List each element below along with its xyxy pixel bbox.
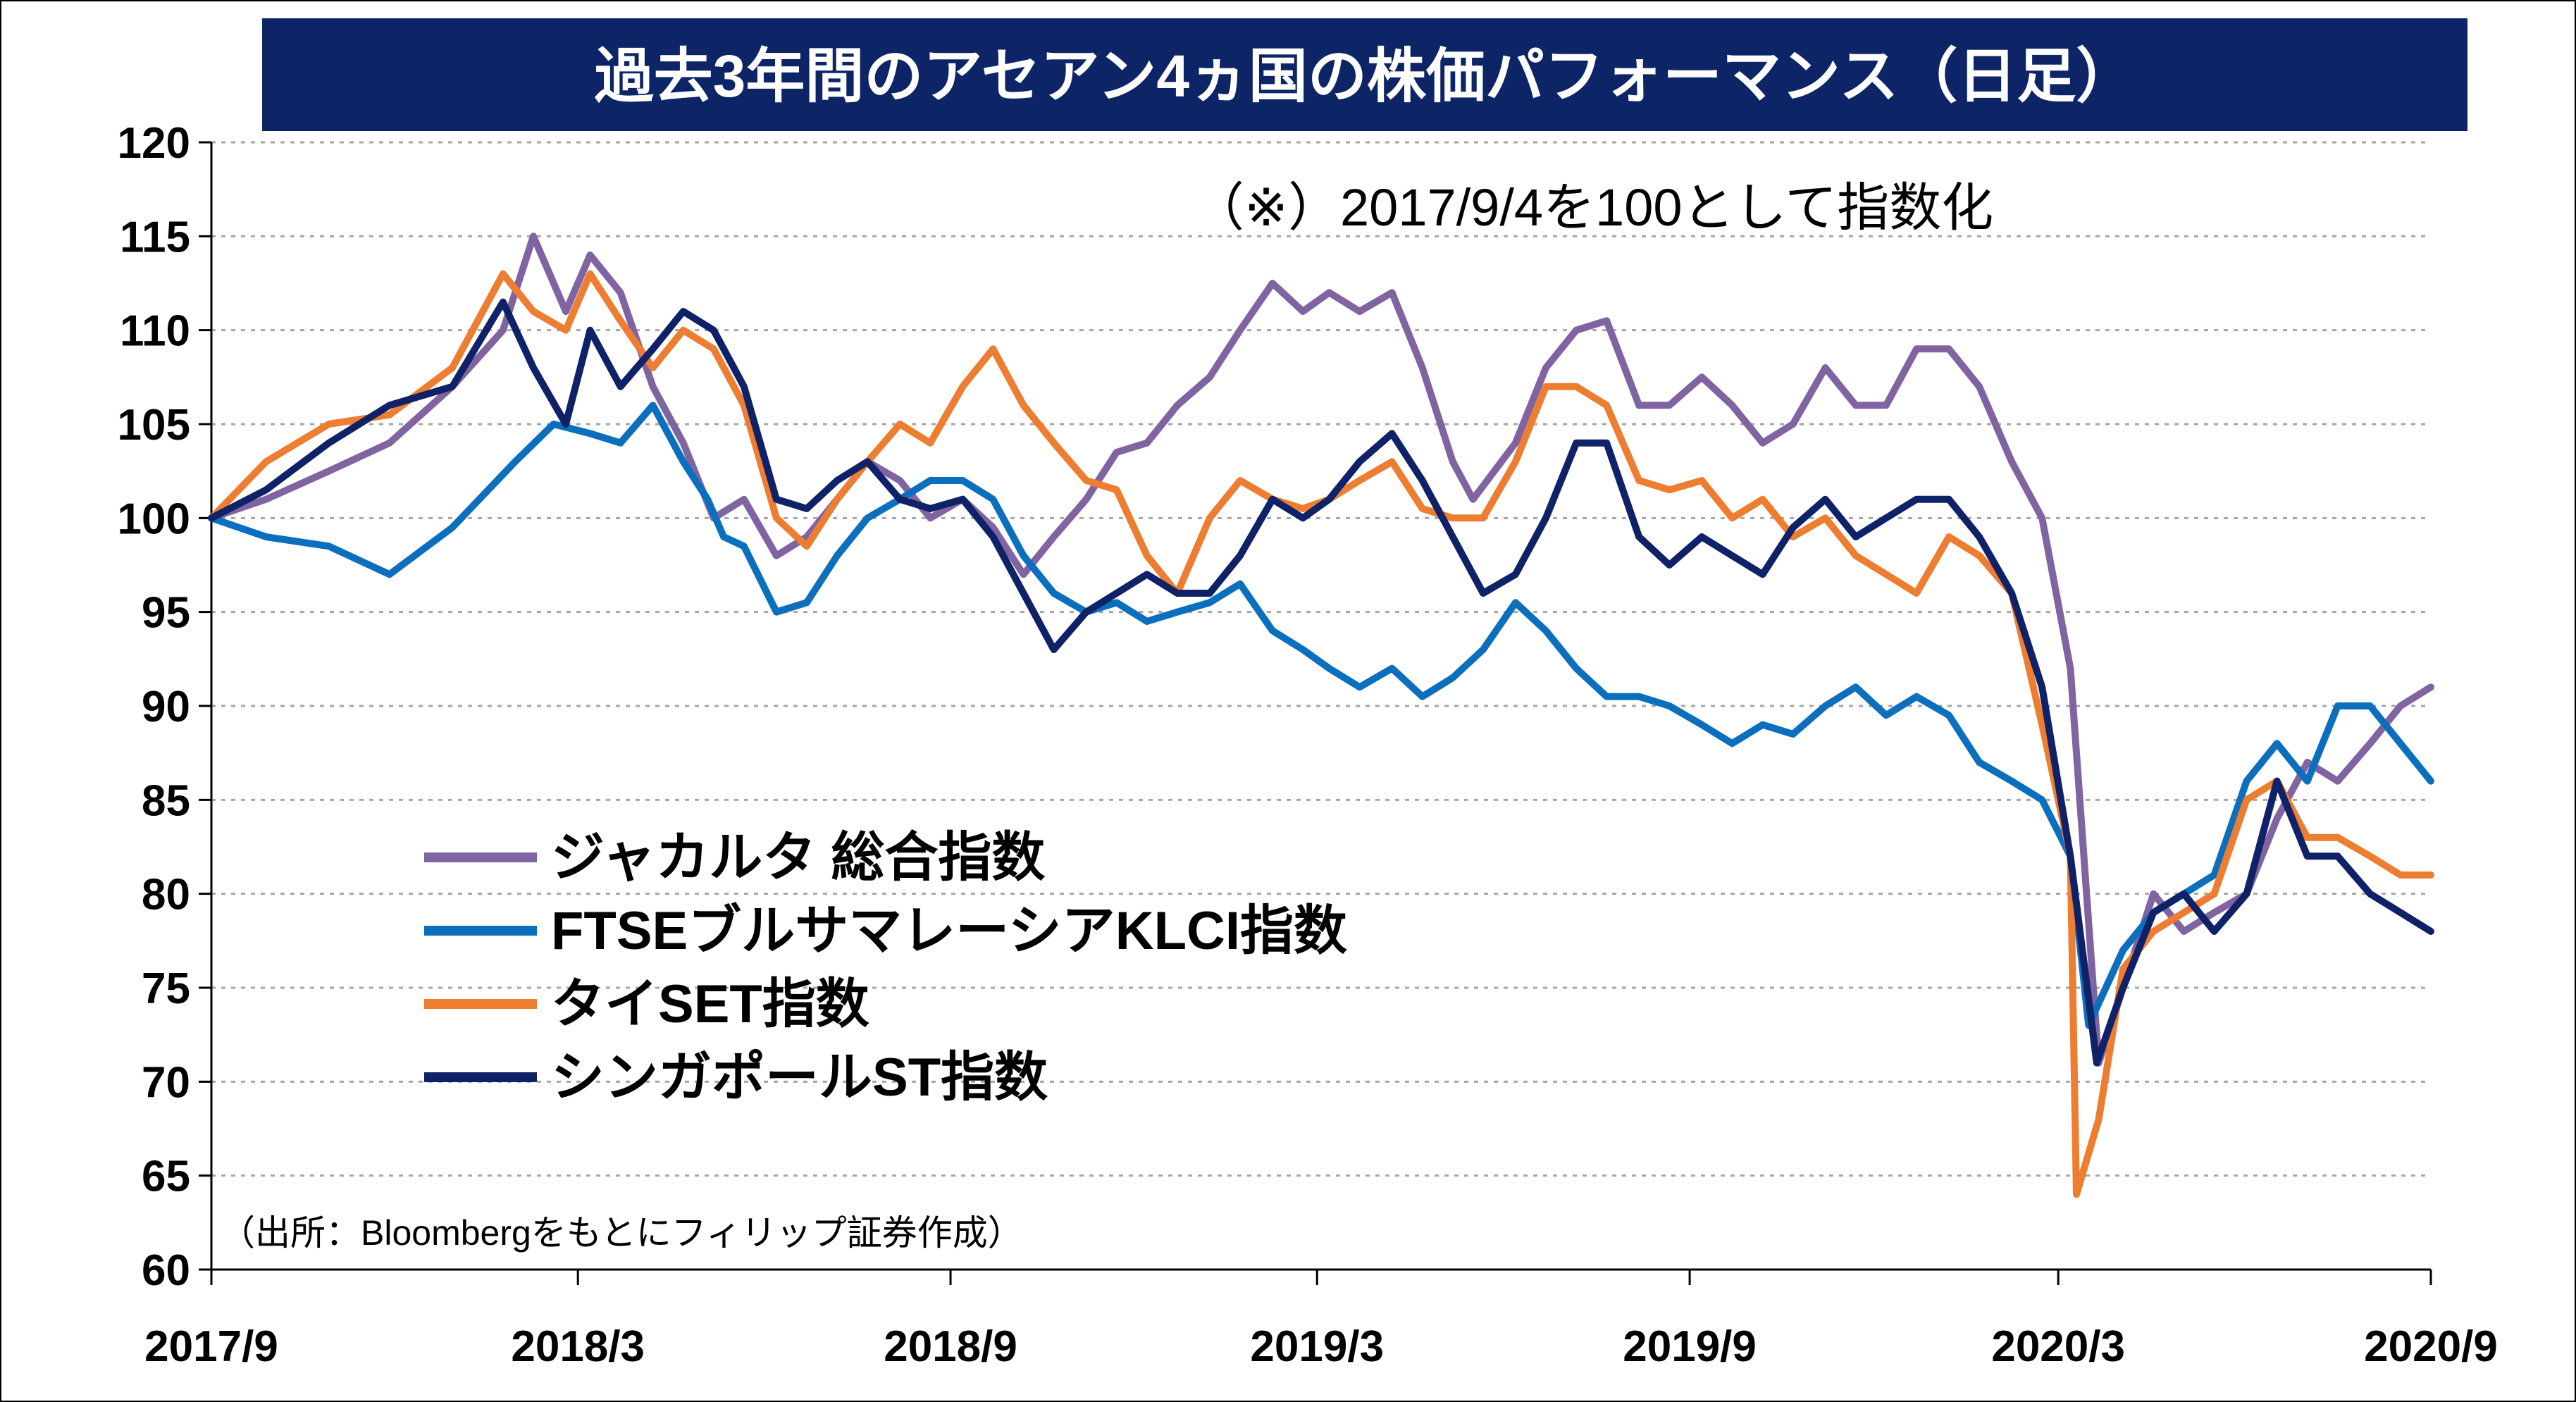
y-tick-label: 70 (142, 1058, 190, 1107)
x-tick-label: 2018/3 (511, 1322, 645, 1371)
y-tick-label: 80 (142, 871, 190, 919)
legend-label: FTSEブルサマレーシアKLCI指数 (551, 901, 1347, 961)
y-tick-label: 105 (118, 401, 190, 449)
x-tick-label: 2019/3 (1250, 1322, 1384, 1371)
y-tick-label: 120 (118, 119, 190, 168)
series-lines (208, 232, 2434, 1198)
source-note: （出所：Bloombergをもとにフィリップ証券作成） (220, 1213, 1023, 1253)
x-tick-label: 2020/9 (2364, 1322, 2498, 1371)
x-tick-label: 2020/3 (1991, 1322, 2125, 1371)
series-line (208, 232, 2434, 1067)
legend-label: タイSET指数 (551, 974, 869, 1034)
x-axis: 2017/9 2018/3 2018/9 2019/3 2019/9 2020/3 2020… (144, 1268, 2498, 1371)
y-tick-label: 90 (142, 683, 190, 731)
y-axis: 60 65 70 75 80 85 90 95 100 105 110 115 120 (118, 119, 213, 1295)
y-tick-label: 60 (142, 1246, 190, 1295)
y-tick-label: 65 (142, 1153, 190, 1201)
y-tick-label: 110 (120, 307, 190, 356)
y-tick-label: 115 (120, 213, 190, 261)
series-line (208, 298, 2434, 1067)
x-tick-label: 2018/9 (884, 1322, 1017, 1371)
index-note: （※）2017/9/4を100として指数化 (1192, 178, 1993, 237)
chart-title: 過去3年間のアセアン4ヵ国の株価パフォーマンス（日足） (595, 43, 2136, 109)
y-tick-label: 95 (142, 589, 190, 638)
title-banner (262, 18, 2467, 131)
x-tick-label: 2017/9 (144, 1322, 278, 1371)
y-tick-label: 100 (118, 495, 190, 543)
legend-label: ジャカルタ 総合指数 (551, 828, 1045, 888)
legend-label: シンガポールST指数 (551, 1048, 1048, 1108)
x-tick-label: 2019/9 (1623, 1322, 1757, 1371)
legend: ジャカルタ 総合指数 FTSEブルサマレーシアKLCI指数タイSET指数シンガポー… (424, 828, 1347, 1108)
y-tick-label: 75 (142, 964, 190, 1013)
series-line (208, 270, 2434, 1198)
y-tick-label: 85 (142, 776, 190, 825)
